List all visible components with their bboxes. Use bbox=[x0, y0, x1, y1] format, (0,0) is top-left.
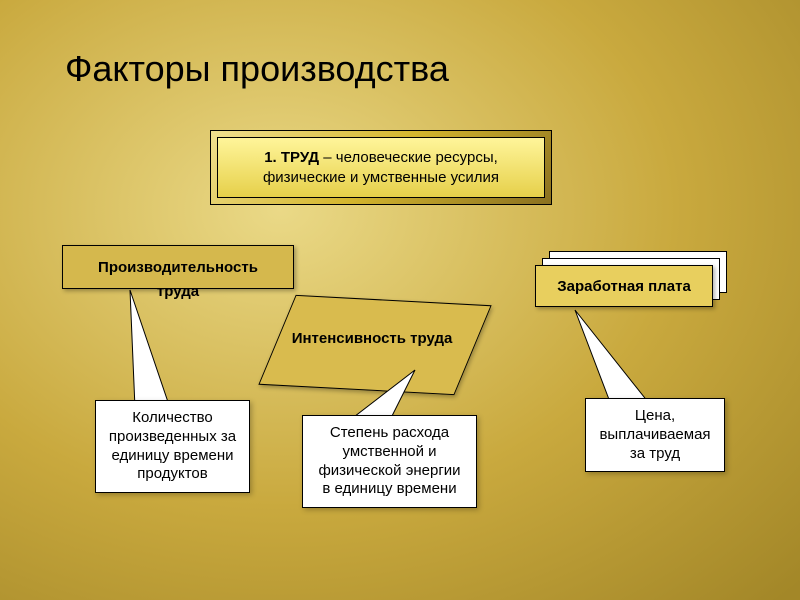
callout-productivity: Количество произведенных за единицу врем… bbox=[95, 400, 250, 493]
callout-intensity: Степень расхода умственной и физической … bbox=[302, 415, 477, 508]
callout-wage: Цена, выплачиваемая за труд bbox=[585, 398, 725, 472]
node-labor: 1. ТРУД – человеческие ресурсы, физическ… bbox=[210, 130, 552, 205]
node-productivity: Производительность труда bbox=[62, 245, 294, 289]
node-intensity-label: Интенсивность труда bbox=[262, 330, 482, 347]
node-wage: Заработная плата bbox=[535, 265, 713, 307]
node-labor-bold: 1. ТРУД bbox=[264, 149, 319, 166]
page-title: Факторы производства bbox=[65, 48, 449, 90]
